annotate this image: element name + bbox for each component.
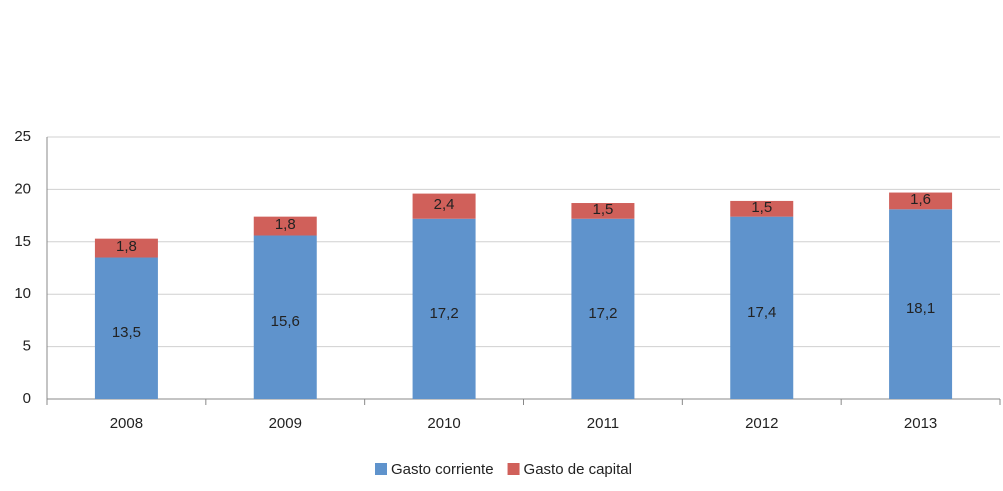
- value-label: 17,4: [747, 304, 776, 321]
- value-label: 17,2: [588, 305, 617, 322]
- bar-segment: [412, 193, 476, 219]
- bar-segment: [94, 238, 158, 258]
- value-label: 1,6: [910, 191, 931, 208]
- bar-segment: [253, 216, 317, 236]
- value-label: 1,5: [592, 201, 613, 218]
- x-tick-label: 2009: [269, 415, 302, 432]
- legend-swatch: [507, 463, 520, 475]
- bar-segment: [571, 203, 635, 219]
- bar-segment: [253, 235, 317, 399]
- value-label: 18,1: [906, 300, 935, 317]
- x-tick-label: 2011: [587, 415, 619, 432]
- legend-swatch: [375, 463, 387, 475]
- x-tick-label: 2008: [110, 415, 143, 432]
- x-tick-label: 2012: [745, 415, 778, 432]
- legend-label: Gasto de capital: [524, 461, 632, 478]
- value-label: 2,4: [434, 196, 455, 213]
- bar-segment: [889, 192, 953, 210]
- bar-segment: [730, 200, 794, 217]
- legend-label: Gasto corriente: [391, 461, 494, 478]
- y-tick-label: 10: [14, 285, 31, 302]
- y-tick-label: 5: [23, 338, 31, 355]
- value-label: 15,6: [271, 313, 300, 330]
- value-label: 1,8: [116, 238, 137, 255]
- value-label: 1,8: [275, 216, 296, 233]
- y-tick-label: 15: [14, 233, 31, 250]
- value-label: 1,5: [751, 199, 772, 216]
- x-tick-label: 2013: [904, 415, 937, 432]
- bar-segment: [94, 257, 158, 399]
- y-tick-label: 0: [23, 390, 31, 407]
- bar-segment: [571, 218, 635, 399]
- bar-segment: [889, 209, 953, 399]
- y-tick-label: 20: [14, 180, 31, 197]
- value-label: 17,2: [429, 305, 458, 322]
- y-tick-label: 25: [14, 128, 31, 145]
- bar-segment: [730, 216, 794, 399]
- bar-segment: [412, 218, 476, 399]
- x-tick-label: 2010: [427, 415, 460, 432]
- value-label: 13,5: [112, 324, 141, 341]
